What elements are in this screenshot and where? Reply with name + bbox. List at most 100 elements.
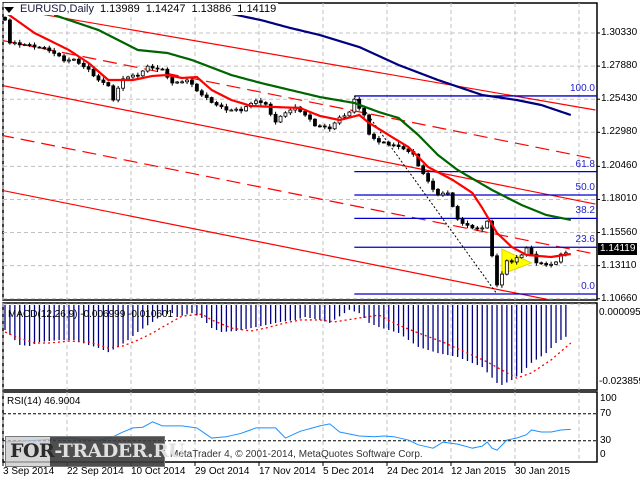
candle-bearish (32, 44, 37, 48)
candle-bearish (111, 85, 116, 101)
candle-bearish (372, 133, 376, 139)
chart-header: EURUSD,Daily 1.13989 1.14247 1.13886 1.1… (4, 3, 279, 15)
rsi-axis-100: 100 (600, 393, 617, 404)
candle-bearish (37, 46, 42, 49)
candle-bearish (204, 94, 209, 98)
current-price-label: 1.14119 (598, 243, 638, 255)
candle-bearish (17, 42, 22, 46)
candle-bullish (514, 257, 519, 263)
regression-channel-line (3, 6, 596, 111)
candle-bearish (209, 97, 214, 103)
candle-bearish (313, 118, 317, 127)
date-axis-label: 24 Dec 2014 (387, 466, 444, 477)
price-axis-label: 1.22980 (601, 126, 638, 138)
main-plot (3, 6, 597, 300)
candle-bullish (445, 192, 450, 195)
candle-bearish (406, 148, 411, 152)
candle-bearish (303, 111, 308, 116)
candle-bullish (347, 111, 352, 117)
candle-bearish (239, 108, 244, 112)
fibonacci-level-label: 23.6 (575, 234, 595, 246)
fibonacci-level-label: 61.8 (575, 158, 595, 170)
candle-bearish (224, 106, 229, 111)
fibonacci-level-label: 50.0 (575, 181, 595, 193)
fibonacci-level-label: 38.2 (575, 205, 595, 217)
candle-bearish (539, 262, 544, 265)
price-axis-label: 1.18010 (601, 193, 638, 205)
candle-bearish (475, 227, 480, 230)
price-axis-label: 1.30330 (601, 27, 638, 38)
high-value: 1.14247 (145, 3, 186, 15)
rsi-axis-0: 0 (600, 449, 606, 460)
candle-bearish (431, 180, 435, 190)
candle-bullish (22, 44, 27, 46)
macd-axis-top: 0.000095 (599, 307, 640, 318)
candle-bearish (81, 62, 86, 68)
candle-bearish (495, 255, 499, 286)
price-axis-label: 1.20460 (601, 160, 638, 172)
candle-bullish (116, 87, 121, 101)
candle-bearish (190, 79, 194, 85)
candle-bearish (219, 104, 224, 108)
regression-channel-line (3, 134, 596, 255)
candle-bullish (131, 74, 135, 78)
candle-bearish (214, 102, 219, 106)
candle-bearish (421, 165, 426, 174)
candle-bearish (91, 68, 96, 77)
candle-bearish (396, 144, 401, 147)
candle-bearish (150, 65, 155, 69)
price-axis-label: 1.27880 (601, 60, 638, 72)
candle-bullish (140, 70, 145, 77)
candle-bullish (71, 58, 76, 61)
watermark-part2: -TRADER.RU (54, 440, 185, 462)
rsi-axis-30: 30 (600, 435, 612, 446)
candle-bearish (377, 138, 381, 143)
candle-bearish (534, 253, 539, 264)
candle-bearish (27, 44, 32, 46)
regression-channel-line (3, 189, 554, 300)
candle-bullish (254, 100, 258, 104)
candle-bullish (504, 260, 509, 275)
candle-bullish (278, 115, 283, 123)
candle-bearish (86, 66, 91, 70)
candle-bullish (440, 192, 445, 196)
copyright-text: MetaTrader 4, © 2001-2014, MetaQuotes So… (170, 449, 423, 460)
candle-bearish (327, 126, 332, 130)
date-axis-label: 5 Dec 2014 (323, 466, 375, 477)
candle-bullish (175, 81, 180, 84)
candle-bearish (258, 100, 263, 103)
candle-bullish (342, 115, 347, 118)
candle-bullish (500, 273, 504, 286)
candle-bearish (544, 263, 549, 266)
regression-channel-line (3, 84, 596, 205)
candle-bearish (194, 83, 199, 92)
fibonacci-level-label: 0.0 (581, 281, 595, 293)
date-axis-label: 17 Nov 2014 (259, 466, 316, 477)
candle-bearish (317, 125, 322, 128)
candle-bearish (155, 67, 160, 70)
candle-bearish (165, 68, 170, 78)
low-value: 1.13886 (191, 3, 232, 15)
candle-bearish (426, 173, 431, 182)
candle-bearish (263, 102, 268, 105)
candle-bearish (362, 107, 367, 116)
dropdown-triangle-icon[interactable] (4, 7, 14, 13)
candle-bearish (106, 82, 111, 87)
candle-bearish (135, 74, 140, 77)
moving-average-fast (4, 11, 571, 259)
moving-average-medium (53, 13, 572, 222)
candle-bearish (76, 58, 81, 64)
date-axis-label: 30 Jan 2015 (515, 466, 571, 477)
candle-bearish (52, 50, 57, 54)
candle-bullish (126, 76, 130, 80)
candle-bullish (332, 122, 337, 130)
candle-bearish (8, 19, 12, 44)
candle-bullish (519, 254, 524, 259)
candle-bullish (283, 112, 288, 117)
price-axis-label: 1.15560 (601, 226, 638, 238)
candle-bearish (308, 114, 312, 120)
candle-bullish (559, 253, 563, 263)
watermark-logo: FOR-TRADER.RU (5, 436, 185, 467)
candle-bearish (322, 125, 327, 128)
candle-bearish (47, 47, 52, 52)
